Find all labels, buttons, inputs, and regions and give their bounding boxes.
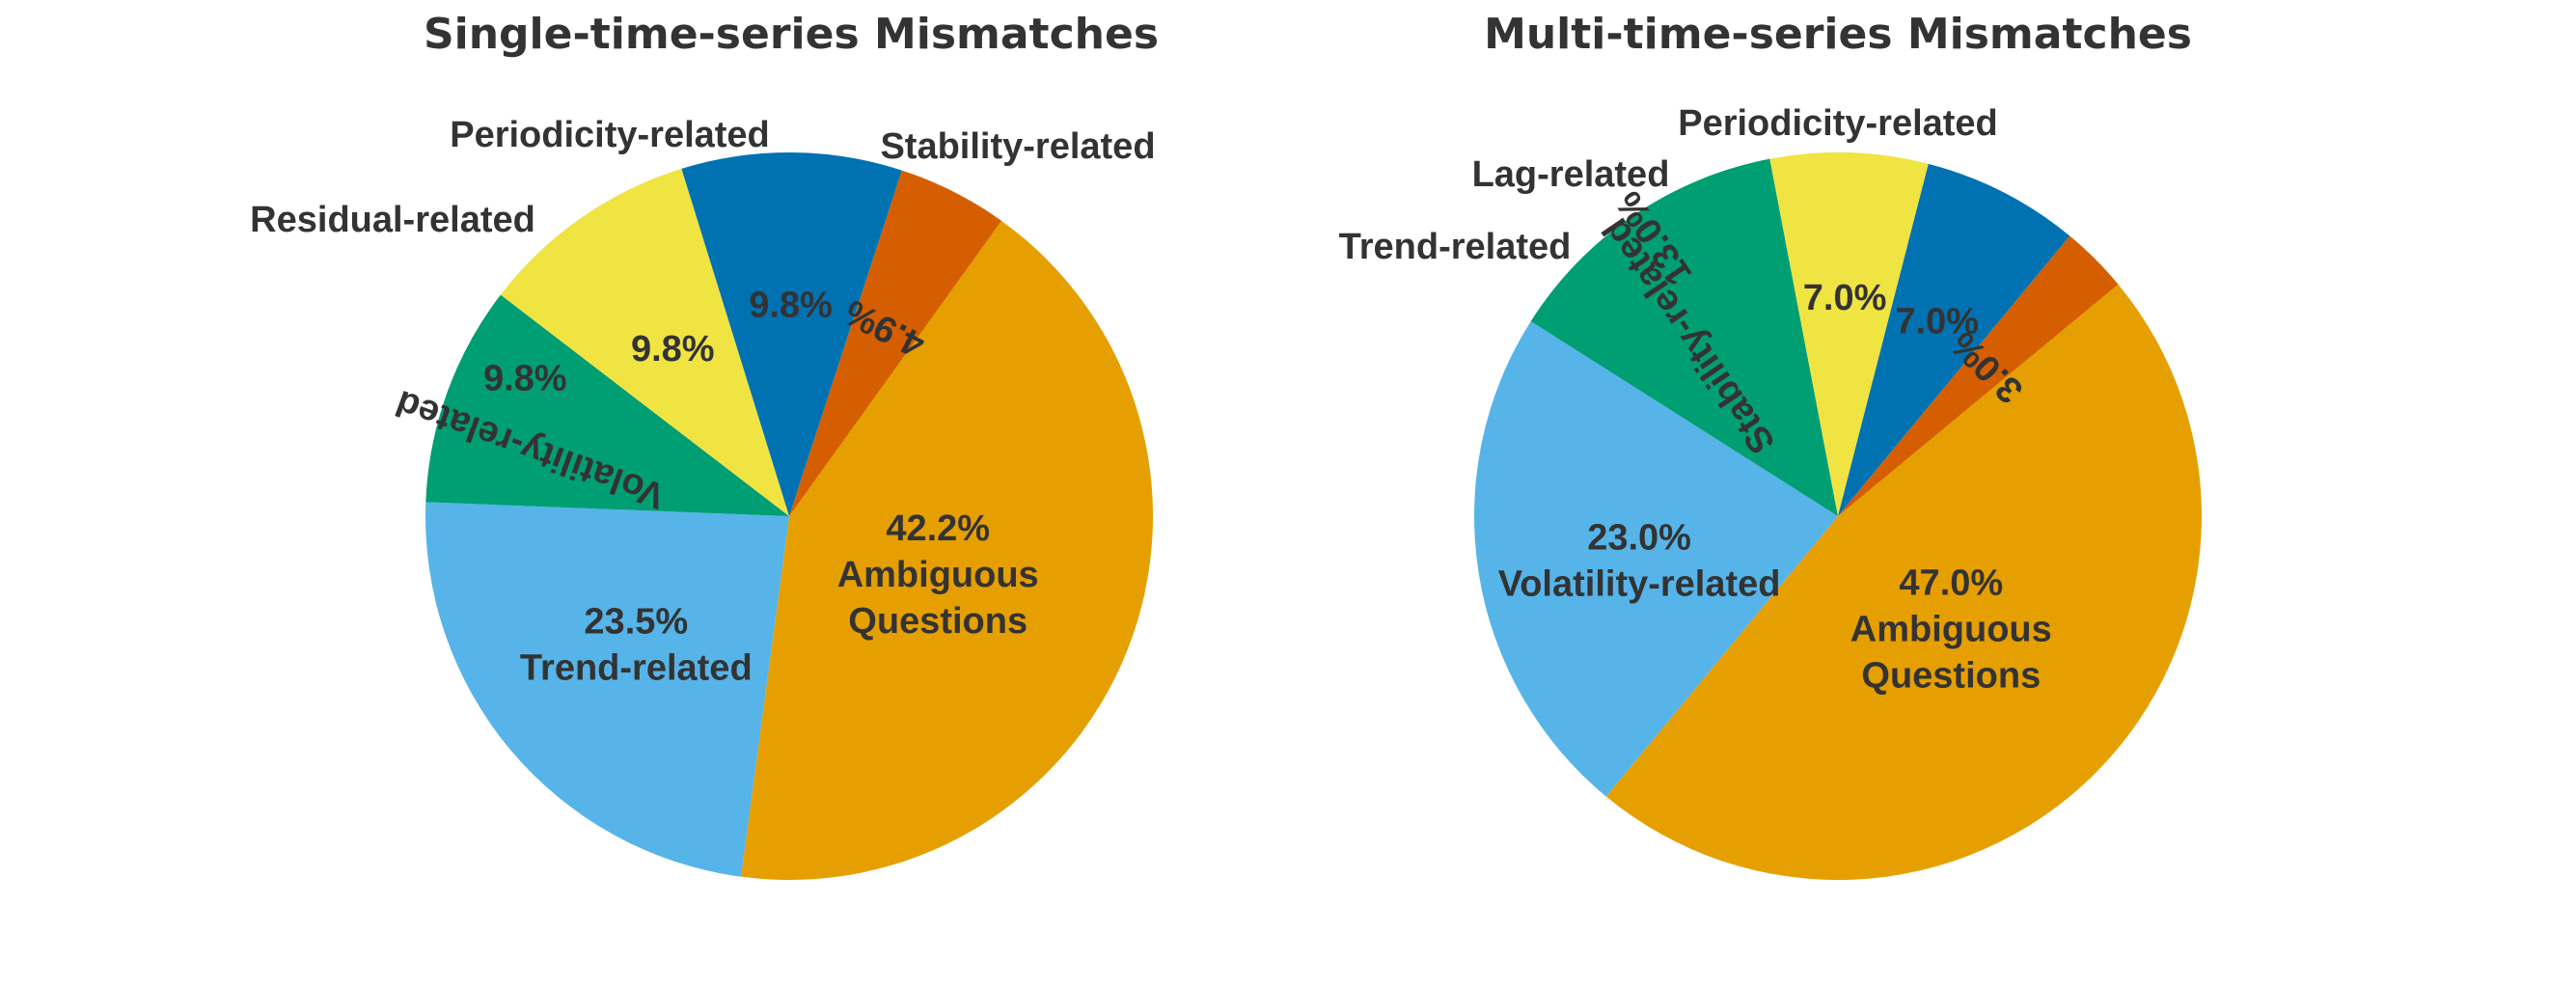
trend-related-category-label: Trend-related bbox=[1339, 227, 1572, 267]
pie-slice-trend-related bbox=[425, 502, 789, 877]
pie-slice-volatility-related bbox=[1474, 320, 1838, 797]
stability-related-percent-label: 9.8% bbox=[631, 329, 715, 370]
ambiguous-questions-category-label: Ambiguous bbox=[837, 555, 1039, 595]
ambiguous-questions-percent-label: 47.0% bbox=[1899, 563, 2003, 603]
ambiguous-questions-category-label: Ambiguous bbox=[1850, 609, 2052, 649]
pie-slice-periodicity-related bbox=[681, 151, 902, 516]
volatility-related-percent-label: 23.0% bbox=[1587, 518, 1691, 559]
stability-related-category-label: Stability-related bbox=[880, 126, 1155, 167]
pie-slice-stability-related bbox=[500, 168, 789, 516]
ambiguous-questions-percent-label: 42.2% bbox=[886, 508, 990, 549]
volatility-related-category-label: Volatility-related bbox=[1498, 564, 1781, 605]
volatility-related-percent-label: 9.8% bbox=[483, 359, 567, 399]
ambiguous-questions-category-label: Questions bbox=[848, 601, 1028, 642]
pie-slice-stability-related bbox=[1530, 158, 1838, 516]
chart-title-single: Single-time-series Mismatches bbox=[424, 10, 1159, 59]
ambiguous-questions-category-label: Questions bbox=[1861, 655, 2041, 696]
lag-related-category-label: Lag-related bbox=[1472, 154, 1670, 195]
pie-slice-trend-related bbox=[1838, 235, 2119, 516]
periodicity-related-percent-label: 9.8% bbox=[749, 285, 833, 325]
residual-related-category-label: Residual-related bbox=[250, 200, 535, 240]
chart-title-multi: Multi-time-series Mismatches bbox=[1484, 10, 2192, 59]
trend-related-percent-label: 23.5% bbox=[584, 602, 688, 643]
pie-slice-volatility-related bbox=[425, 294, 789, 516]
trend-related-category-label: Trend-related bbox=[520, 648, 753, 689]
pie-slice-periodicity-related bbox=[1769, 151, 1929, 516]
pie-single-time-series: 42.2% Ambiguous Questions 23.5% Trend-relate… bbox=[250, 115, 1156, 881]
pie-slice-ambiguous-questions bbox=[741, 220, 1154, 881]
periodicity-related-percent-label: 7.0% bbox=[1803, 278, 1887, 318]
pie-slice-ambiguous-questions bbox=[1605, 284, 2202, 880]
pie-slice-residual-related bbox=[789, 170, 1001, 516]
periodicity-related-category-label: Periodicity-related bbox=[450, 115, 770, 155]
pie-slice-lag-related bbox=[1838, 163, 2070, 516]
pie-multi-time-series: 47.0% Ambiguous Questions 23.0% Volatility-r… bbox=[1339, 103, 2202, 880]
lag-related-percent-label: 7.0% bbox=[1895, 302, 1979, 343]
periodicity-related-category-label: Periodicity-related bbox=[1678, 103, 1998, 144]
